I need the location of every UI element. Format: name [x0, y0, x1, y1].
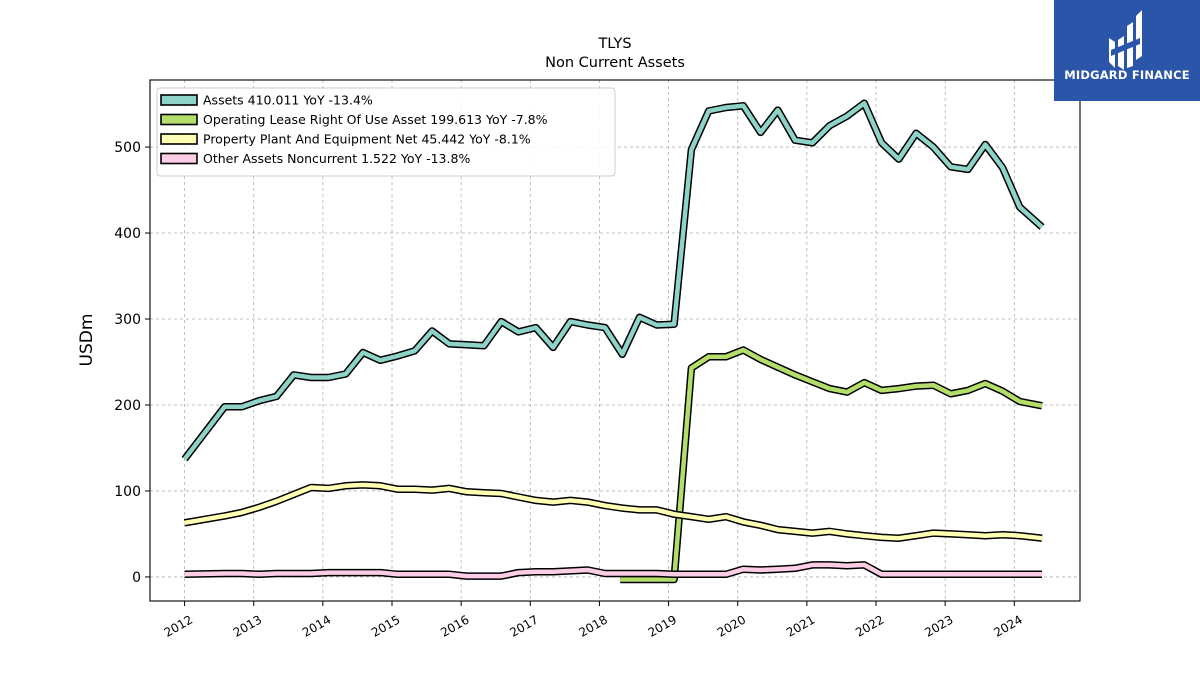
x-tick-label: 2021: [784, 612, 817, 639]
brand-logo-icon: [1109, 10, 1142, 70]
legend-label: Other Assets Noncurrent 1.522 YoY -13.8%: [203, 151, 470, 166]
x-tick-label: 2018: [576, 612, 609, 639]
legend-box: [156, 87, 616, 177]
legend-swatch: [160, 94, 198, 106]
x-tick-label: 2015: [369, 612, 402, 639]
series-line-3: [183, 481, 1043, 542]
y-tick-label: 100: [114, 484, 141, 500]
x-tick-label: 2012: [162, 612, 195, 639]
chart-title: TLYS: [597, 36, 631, 52]
series-line-1: [181, 99, 1045, 462]
x-tick-label: 2016: [438, 612, 471, 639]
y-tick-label: 400: [114, 226, 141, 242]
y-tick-label: 0: [132, 570, 141, 586]
x-tick-label: 2024: [991, 612, 1024, 639]
y-tick-label: 200: [114, 398, 141, 414]
x-tick-label: 2019: [646, 612, 679, 639]
series-line-stroke: [182, 100, 1044, 461]
x-tick-label: 2022: [853, 612, 886, 639]
x-tick-label: 2020: [715, 612, 748, 639]
plot-series: [181, 99, 1045, 584]
series-line-stroke: [184, 482, 1043, 541]
y-tick-label: 500: [114, 140, 141, 156]
legend-swatch: [160, 133, 198, 145]
chart-subtitle: Non Current Assets: [545, 55, 685, 71]
series-line-stroke: [620, 347, 1043, 582]
legend-label: Assets 410.011 YoY -13.4%: [203, 93, 373, 108]
series-line-outline: [183, 481, 1043, 542]
x-tick-label: 2017: [507, 612, 540, 639]
legend-swatch: [160, 152, 198, 165]
legend-swatch: [160, 113, 198, 126]
y-axis-label: USDm: [77, 314, 97, 367]
series-line-4: [184, 561, 1042, 580]
plot-frame: [149, 79, 1081, 602]
brand-name: MIDGARD FINANCE: [1064, 68, 1190, 82]
x-tick-label: 2013: [231, 612, 264, 639]
legend-label: Property Plant And Equipment Net 45.442 …: [203, 132, 531, 147]
legend-label: Operating Lease Right Of Use Asset 199.6…: [203, 112, 548, 127]
series-line-stroke: [184, 562, 1042, 579]
y-tick-label: 300: [114, 312, 141, 328]
x-tick-label: 2023: [922, 612, 955, 639]
series-line-2: [620, 346, 1043, 584]
brand-logo: MIDGARD FINANCE: [1054, 0, 1200, 101]
legend[interactable]: Assets 410.011 YoY -13.4% Operating Lease…: [156, 87, 616, 177]
x-tick-label: 2014: [300, 612, 333, 639]
